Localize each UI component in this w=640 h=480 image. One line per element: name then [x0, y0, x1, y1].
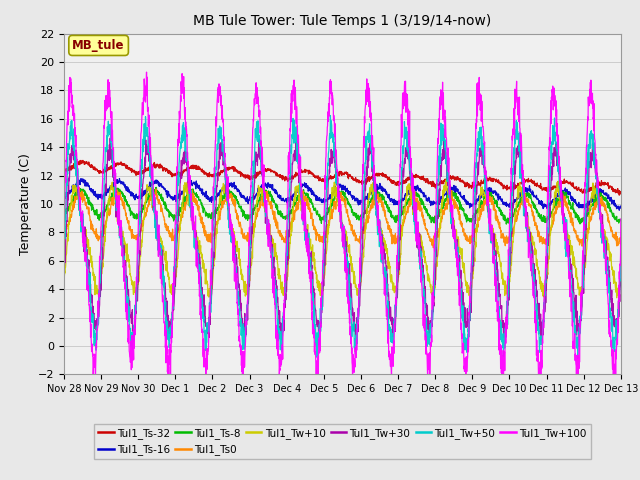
Legend: Tul1_Ts-32, Tul1_Ts-16, Tul1_Ts-8, Tul1_Ts0, Tul1_Tw+10, Tul1_Tw+30, Tul1_Tw+50,: Tul1_Ts-32, Tul1_Ts-16, Tul1_Ts-8, Tul1_… — [94, 424, 591, 459]
Title: MB Tule Tower: Tule Temps 1 (3/19/14-now): MB Tule Tower: Tule Temps 1 (3/19/14-now… — [193, 14, 492, 28]
Text: MB_tule: MB_tule — [72, 39, 125, 52]
Y-axis label: Temperature (C): Temperature (C) — [19, 153, 32, 255]
